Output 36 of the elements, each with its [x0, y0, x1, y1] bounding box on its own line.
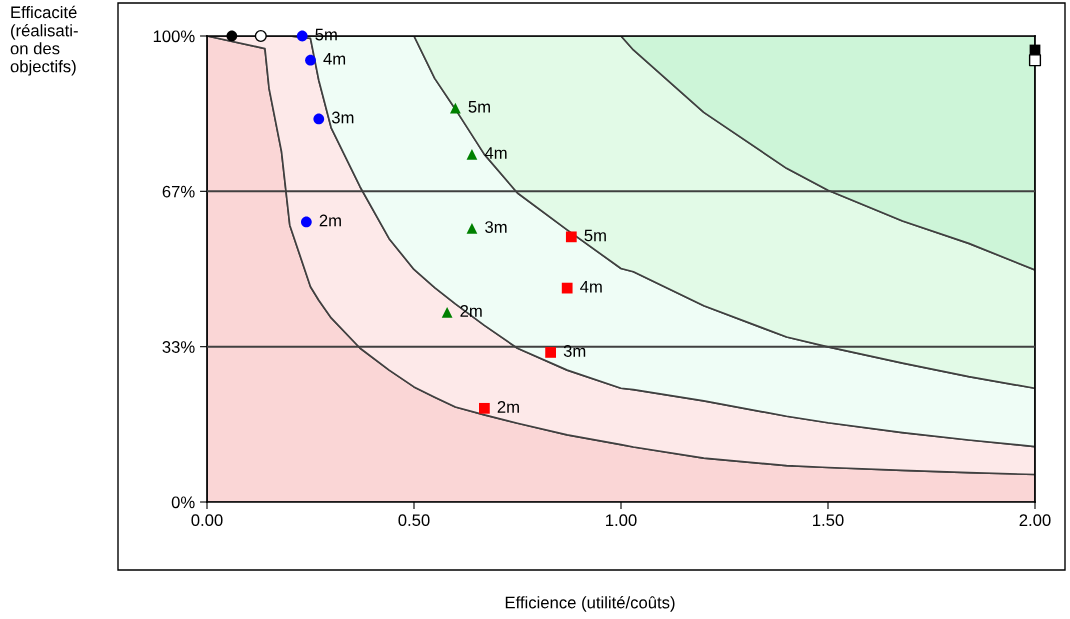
point	[561, 282, 573, 294]
point	[1028, 54, 1042, 67]
annotation: 4m	[484, 147, 507, 159]
point	[254, 29, 267, 43]
point	[300, 216, 312, 228]
x-tick-label: 1.50	[813, 514, 844, 527]
point	[450, 102, 461, 114]
annotation: 4m	[580, 280, 602, 293]
x-tick-label: 0.50	[398, 514, 430, 527]
point	[226, 30, 238, 42]
y-tick-label: 67%	[162, 185, 195, 198]
annotation: 2m	[319, 214, 341, 227]
point	[565, 231, 577, 243]
point	[466, 148, 478, 160]
point	[466, 223, 478, 234]
y-tick-label: 100%	[153, 30, 195, 43]
point	[479, 402, 490, 414]
point	[441, 306, 453, 318]
point	[545, 347, 556, 358]
annotation: 2m	[497, 401, 519, 413]
annotation: 5m	[584, 229, 606, 242]
y-tick-label: 0%	[171, 496, 195, 509]
x-tick-label: 1.00	[606, 514, 637, 527]
annotation: 3m	[485, 221, 507, 233]
annotation: 3m	[563, 345, 586, 357]
x-tick-label: 2.00	[1019, 514, 1051, 527]
point	[313, 113, 325, 125]
point	[305, 54, 316, 66]
y-axis-title: Efficacité (réalisati- on des objectifs)	[10, 5, 78, 76]
x-tick-label: 0.00	[191, 514, 223, 527]
point	[296, 30, 308, 42]
annotation: 4m	[323, 53, 346, 65]
x-axis-title: Efficience (utilité/coûts)	[505, 595, 675, 612]
annotation: 3m	[331, 111, 354, 124]
y-tick-label: 33%	[162, 341, 195, 353]
annotation: 5m	[468, 101, 490, 113]
